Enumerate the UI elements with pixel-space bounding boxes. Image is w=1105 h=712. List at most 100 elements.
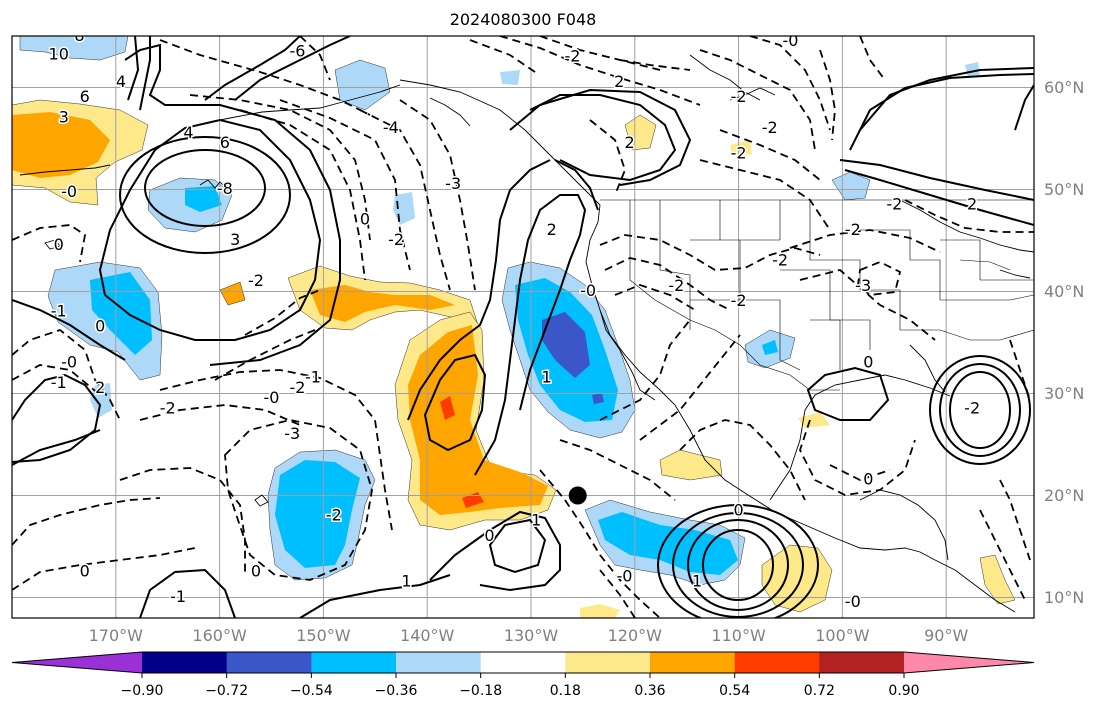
longitude-label: 150°W	[296, 626, 351, 645]
colorbar-swatch	[396, 652, 482, 673]
contour-label: -0	[264, 388, 280, 407]
shade-positive-region	[408, 325, 548, 515]
colorbar-tick-label: 0.90	[888, 683, 920, 699]
contour-label: 0	[54, 235, 64, 254]
colorbar	[11, 651, 1035, 678]
contour-label: -0	[1042, 546, 1058, 565]
colorbar-swatch	[142, 652, 228, 673]
contour-label: 0	[734, 500, 744, 519]
contour-label: 2	[967, 194, 977, 213]
shade-negative-region	[592, 393, 604, 404]
shade-negative-region	[965, 62, 980, 78]
contour-label: -2	[248, 271, 264, 290]
contour-label: 2	[614, 72, 624, 91]
contour-label: -2	[160, 398, 176, 417]
contour-label: 0	[484, 526, 494, 545]
contour-label: -2	[772, 250, 788, 269]
map-title: 2024080300 F048	[449, 10, 597, 29]
contour-label: -2	[388, 230, 404, 249]
state-borders	[600, 199, 1034, 391]
contour-label: -0	[580, 281, 596, 300]
colorbar-tick-label: 0.36	[634, 683, 666, 699]
contour-label: -1	[305, 368, 321, 387]
colorbar-swatch	[311, 652, 397, 673]
contour-label: -8	[217, 179, 233, 198]
contour-label: -3	[855, 276, 871, 295]
longitude-label: 100°W	[815, 626, 870, 645]
shaded-anomaly-layer	[12, 36, 1016, 618]
colorbar-swatch	[819, 652, 905, 673]
shade-positive-region	[219, 281, 246, 306]
shade-negative-region	[275, 460, 360, 568]
colorbar-swatch	[226, 652, 312, 673]
coastlines	[19, 54, 1034, 613]
contour-label: -2	[845, 220, 861, 239]
longitude-label: 110°W	[711, 626, 766, 645]
colorbar-swatch	[480, 652, 566, 673]
contour-label: 1	[531, 511, 541, 530]
contour-label: -2	[326, 505, 342, 524]
shade-negative-region	[542, 312, 590, 378]
contour-label: 0	[360, 210, 370, 229]
contour-label: 3	[1050, 133, 1060, 152]
contours-solid	[12, 36, 1034, 618]
shade-positive-region	[440, 396, 455, 420]
contour-label: -1	[170, 587, 186, 606]
contour-label: -2	[668, 276, 684, 295]
colorbar-tick-label: −0.54	[289, 683, 333, 699]
longitude-label: 160°W	[192, 626, 247, 645]
colorbar-tick-label: 0.54	[719, 683, 751, 699]
contour-label: 1	[541, 368, 551, 387]
contour-label: 2	[95, 378, 105, 397]
contour-label: 4	[183, 123, 193, 142]
contour-label: -0	[845, 592, 861, 611]
contour-label: 6	[80, 87, 90, 106]
colorbar-tick-label: 0.18	[549, 683, 581, 699]
colorbar-swatch	[734, 652, 820, 673]
colorbar-extend-low	[12, 652, 142, 673]
latitude-label: 10°N	[1044, 587, 1085, 607]
contour-label: 0	[80, 562, 90, 581]
latitude-label: 30°N	[1044, 383, 1085, 403]
colorbar-swatch	[565, 652, 651, 673]
longitude-label: 170°W	[88, 626, 143, 645]
contour-label: 6	[220, 133, 230, 152]
shade-positive-region	[624, 114, 657, 151]
longitude-label: 140°W	[400, 626, 455, 645]
contour-label: 1	[401, 572, 411, 591]
latitude-label: 20°N	[1044, 485, 1085, 505]
contour-label: -2	[731, 291, 747, 310]
contour-label: -2	[964, 398, 980, 417]
longitude-label: 120°W	[607, 626, 662, 645]
contour-label: 0	[95, 317, 105, 336]
contour-label: -1	[51, 373, 67, 392]
colorbar-extend-high	[904, 652, 1034, 673]
contour-label: -0	[61, 182, 77, 201]
graticule	[12, 36, 1034, 618]
contour-label: 3	[59, 108, 69, 127]
colorbar-tick-label: −0.72	[205, 683, 249, 699]
colorbar-tick-label: −0.90	[120, 683, 164, 699]
contour-label: 3	[230, 230, 240, 249]
shade-positive-region	[798, 412, 830, 428]
location-marker	[568, 486, 587, 505]
contour-label: -2	[762, 118, 778, 137]
shade-positive-region	[730, 140, 752, 155]
contour-label: -2	[565, 46, 581, 65]
contour-label: 4	[116, 72, 126, 91]
shade-positive-region	[979, 554, 1016, 605]
contour-label: 1	[692, 572, 702, 591]
longitude-label: 130°W	[503, 626, 559, 645]
contour-label: 2	[547, 220, 557, 239]
contour-label: -2	[731, 87, 747, 106]
contour-label: -3	[445, 174, 461, 193]
shade-negative-region	[185, 186, 222, 212]
contour-label: -0	[783, 31, 799, 50]
contour-label: -4	[383, 118, 399, 137]
contour-label: -6	[289, 41, 305, 60]
contour-label: -0	[616, 567, 632, 586]
contour-label: 0	[863, 470, 873, 489]
contour-label: 10	[49, 44, 69, 63]
